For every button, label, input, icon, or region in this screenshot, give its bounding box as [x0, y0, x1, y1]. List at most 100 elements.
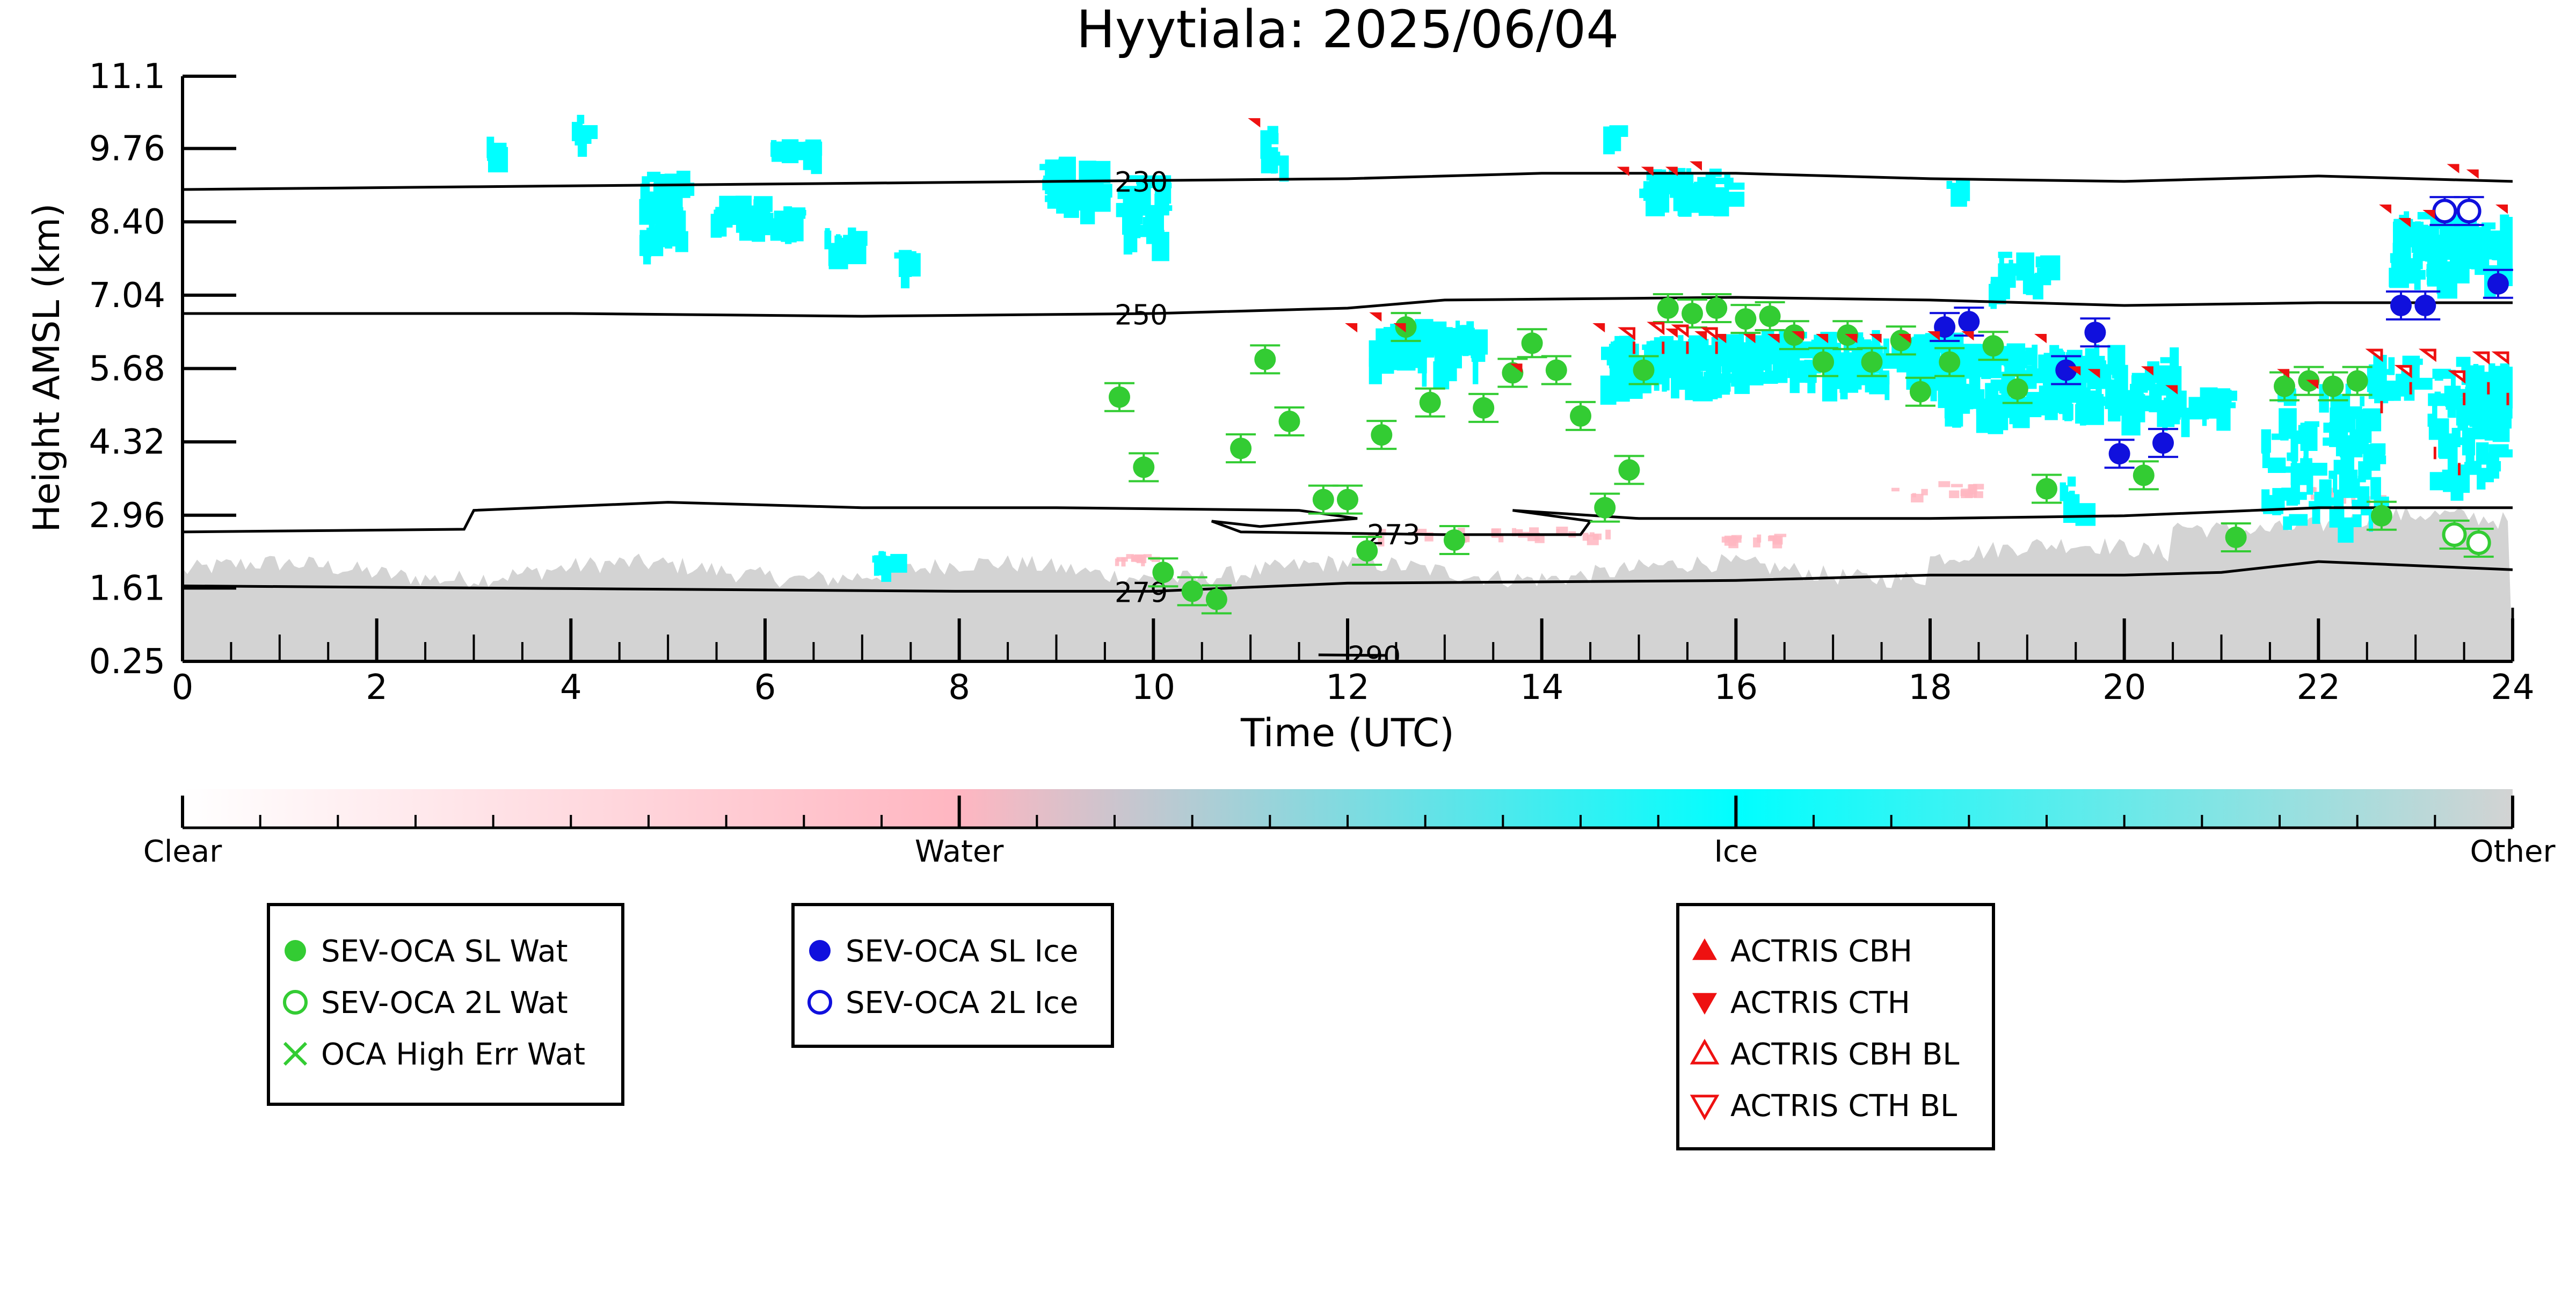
data-point — [1594, 497, 1616, 519]
ice-cloud-pixel — [1045, 195, 1053, 202]
ice-cloud-pixel — [2455, 438, 2466, 446]
ice-cloud-pixel — [1724, 183, 1744, 190]
legend-label: SEV-OCA 2L Ice — [846, 986, 1078, 1021]
ice-cloud-pixel — [578, 125, 598, 139]
x-tick-label: 16 — [1714, 668, 1758, 708]
ice-cloud-pixel — [2376, 369, 2390, 375]
ice-cloud-pixel — [1384, 341, 1399, 356]
contour-label: 230 — [1115, 166, 1168, 199]
ice-cloud-pixel — [2035, 273, 2043, 281]
ice-cloud-pixel — [643, 231, 651, 257]
x-axis-label: Time (UTC) — [1240, 710, 1454, 755]
ice-cloud-pixel — [1963, 344, 1982, 367]
data-point — [1657, 297, 1679, 319]
ice-cloud-pixel — [2319, 479, 2332, 493]
data-point — [1337, 489, 1358, 511]
ice-cloud-pixel — [2444, 236, 2454, 250]
data-point — [2458, 200, 2480, 222]
ice-cloud-pixel — [2281, 487, 2294, 500]
water-cloud-pixel — [1757, 535, 1761, 543]
ice-cloud-pixel — [2370, 477, 2381, 500]
ice-cloud-pixel — [2445, 396, 2456, 407]
data-point — [1690, 162, 1702, 171]
x-tick-label: 6 — [754, 668, 776, 708]
ice-cloud-pixel — [2025, 348, 2033, 359]
ice-cloud-pixel — [1150, 212, 1156, 217]
data-point — [1473, 397, 1494, 419]
data-point — [1356, 540, 1378, 562]
data-point — [1706, 297, 1727, 319]
legend-item: SEV-OCA SL Wat — [285, 934, 568, 969]
legend-box-1: SEV-OCA SL Wat SEV-OCA 2L Wat OCA High Err… — [268, 905, 623, 1104]
ice-cloud-pixel — [1673, 195, 1685, 212]
ice-cloud-pixel — [890, 554, 907, 573]
ice-cloud-pixel — [1428, 322, 1433, 342]
ice-cloud-pixel — [2465, 451, 2474, 463]
data-point — [1371, 424, 1392, 446]
ice-cloud-pixel — [1677, 178, 1686, 184]
data-point — [2274, 376, 2295, 397]
legend-label: ACTRIS CTH BL — [1730, 1089, 1957, 1124]
data-point — [2084, 322, 2106, 343]
ice-cloud-pixel — [2341, 478, 2360, 498]
ice-cloud-pixel — [798, 142, 810, 158]
water-cloud-pixel — [1605, 530, 1611, 540]
ice-cloud-pixel — [790, 207, 805, 218]
colorbar-label-other: Other — [2470, 834, 2556, 869]
ice-cloud-pixel — [1985, 383, 1993, 409]
ice-cloud-pixel — [848, 228, 856, 253]
ice-cloud-pixel — [1760, 347, 1775, 365]
data-point — [1109, 387, 1130, 408]
data-point — [1345, 323, 1357, 332]
data-point — [2036, 478, 2057, 500]
ice-cloud-pixel — [1149, 205, 1161, 231]
data-point — [2434, 200, 2455, 222]
ice-cloud-pixel — [747, 209, 752, 227]
data-point — [1618, 459, 1640, 480]
ice-cloud-pixel — [2068, 477, 2076, 487]
ice-cloud-pixel — [1966, 389, 1985, 409]
data-point — [2225, 527, 2247, 548]
data-point — [1617, 167, 1629, 176]
ice-cloud-pixel — [2361, 509, 2372, 515]
data-point — [1254, 348, 1276, 370]
colorbar-label-clear: Clear — [143, 834, 222, 869]
data-point — [2444, 524, 2465, 545]
ice-cloud-pixel — [2067, 381, 2072, 395]
data-point — [2466, 170, 2479, 179]
x-tick-label: 12 — [1326, 668, 1369, 708]
legend-item: OCA High Err Wat — [285, 1037, 585, 1072]
contour-line-250 — [183, 297, 2513, 316]
x-tick-label: 0 — [172, 668, 194, 708]
x-tick-label: 14 — [1520, 668, 1563, 708]
ice-cloud-pixel — [2360, 396, 2364, 406]
x-tick-label: 2 — [366, 668, 388, 708]
ice-cloud-pixel — [654, 178, 659, 206]
legend-label: ACTRIS CBH BL — [1730, 1037, 1959, 1072]
legend-item: SEV-OCA 2L Wat — [285, 986, 568, 1021]
legend-label: SEV-OCA SL Ice — [846, 934, 1078, 969]
data-point — [1313, 489, 1334, 511]
ice-cloud-pixel — [2300, 458, 2312, 479]
ice-cloud-pixel — [2413, 249, 2419, 278]
x-tick-label: 20 — [2102, 668, 2146, 708]
y-tick-label: 5.68 — [89, 349, 166, 389]
ice-cloud-pixel — [1399, 341, 1412, 347]
ice-cloud-pixel — [1763, 336, 1770, 349]
legend-label: ACTRIS CTH — [1730, 986, 1910, 1021]
data-point — [2133, 464, 2155, 486]
data-point — [2422, 350, 2435, 359]
ice-cloud-pixel — [1951, 183, 1967, 207]
data-point — [2468, 532, 2490, 553]
ice-cloud-pixel — [2261, 490, 2269, 512]
water-cloud-pixel — [1144, 554, 1152, 558]
ice-cloud-pixel — [1931, 390, 1937, 402]
ice-cloud-pixel — [1473, 358, 1478, 384]
ice-cloud-pixel — [2163, 369, 2175, 381]
y-tick-label: 8.40 — [89, 202, 166, 242]
legend-marker — [809, 940, 831, 961]
ice-cloud-pixel — [1687, 363, 1700, 391]
